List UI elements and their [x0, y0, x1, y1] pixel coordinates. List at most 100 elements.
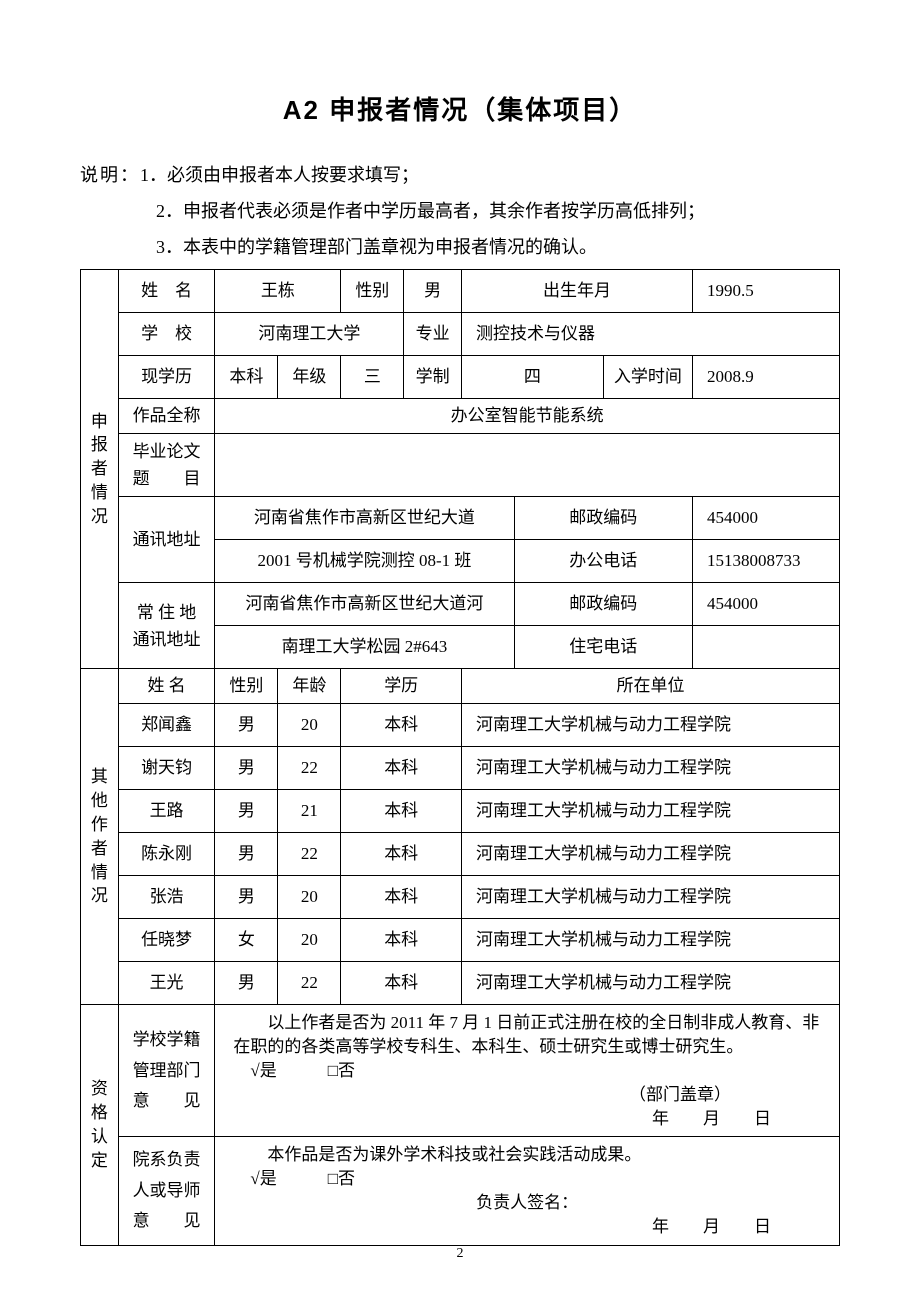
other-age: 22 — [278, 962, 341, 1005]
major-value: 测控技术与仪器 — [462, 313, 840, 356]
system-label: 学制 — [404, 356, 462, 399]
other-unit: 河南理工大学机械与动力工程学院 — [462, 919, 840, 962]
other-gender: 男 — [215, 833, 278, 876]
other-name: 任晓梦 — [118, 919, 215, 962]
other-unit: 河南理工大学机械与动力工程学院 — [462, 876, 840, 919]
addr-line2: 2001 号机械学院测控 08-1 班 — [215, 540, 514, 583]
other-gender: 女 — [215, 919, 278, 962]
other-edu: 本科 — [341, 790, 462, 833]
other-edu: 本科 — [341, 833, 462, 876]
other-gender: 男 — [215, 747, 278, 790]
other-gender: 男 — [215, 704, 278, 747]
other-name: 张浩 — [118, 876, 215, 919]
other-age: 22 — [278, 833, 341, 876]
table-row: 郑闻鑫 男 20 本科 河南理工大学机械与动力工程学院 — [81, 704, 840, 747]
res-zip-label: 邮政编码 — [514, 583, 692, 626]
res-addr-line2: 南理工大学松园 2#643 — [215, 626, 514, 669]
advisor-opinion-label: 院系负责人或导师意 见 — [118, 1137, 215, 1245]
dept-opinion-label: 学校学籍管理部门意 见 — [118, 1005, 215, 1137]
other-name: 郑闻鑫 — [118, 704, 215, 747]
page-title: A2 申报者情况（集体项目） — [80, 90, 840, 127]
form-table: 申报者情况 姓 名 王栋 性别 男 出生年月 1990.5 学 校 河南理工大学… — [80, 269, 840, 1246]
home-tel-value — [692, 626, 839, 669]
notes-item-3: 3．本表中的学籍管理部门盖章视为申报者情况的确认。 — [156, 229, 840, 265]
other-gender: 男 — [215, 962, 278, 1005]
thesis-value — [215, 434, 840, 497]
others-hdr-age: 年龄 — [278, 669, 341, 704]
table-row: 王路 男 21 本科 河南理工大学机械与动力工程学院 — [81, 790, 840, 833]
dept-text: 以上作者是否为 2011 年 7 月 1 日前正式注册在校的全日制非成人教育、非… — [233, 1013, 819, 1056]
others-hdr-unit: 所在单位 — [462, 669, 840, 704]
res-addr-line1: 河南省焦作市高新区世纪大道河 — [215, 583, 514, 626]
notes-prefix: 说明： — [80, 157, 140, 193]
school-label: 学 校 — [118, 313, 215, 356]
table-row: 谢天钧 男 22 本科 河南理工大学机械与动力工程学院 — [81, 747, 840, 790]
office-tel-label: 办公电话 — [514, 540, 692, 583]
other-name: 谢天钧 — [118, 747, 215, 790]
other-name: 王光 — [118, 962, 215, 1005]
other-unit: 河南理工大学机械与动力工程学院 — [462, 790, 840, 833]
grade-value: 三 — [341, 356, 404, 399]
other-edu: 本科 — [341, 747, 462, 790]
table-row: 陈永刚 男 22 本科 河南理工大学机械与动力工程学院 — [81, 833, 840, 876]
work-title-value: 办公室智能节能系统 — [215, 399, 840, 434]
other-edu: 本科 — [341, 919, 462, 962]
birth-label: 出生年月 — [462, 270, 693, 313]
office-tel-value: 15138008733 — [692, 540, 839, 583]
school-value: 河南理工大学 — [215, 313, 404, 356]
section-applicant: 申报者情况 — [81, 270, 119, 669]
advisor-opinion-cell: 本作品是否为课外学术科技或社会实践活动成果。 √是 □否 负责人签名： 年 月 … — [215, 1137, 840, 1245]
zip-label: 邮政编码 — [514, 497, 692, 540]
other-age: 20 — [278, 876, 341, 919]
grade-label: 年级 — [278, 356, 341, 399]
res-addr-label: 常 住 地通讯地址 — [118, 583, 215, 669]
other-age: 22 — [278, 747, 341, 790]
major-label: 专业 — [404, 313, 462, 356]
notes-item-1: 1．必须由申报者本人按要求填写； — [140, 157, 840, 193]
other-edu: 本科 — [341, 962, 462, 1005]
others-hdr-edu: 学历 — [341, 669, 462, 704]
other-age: 21 — [278, 790, 341, 833]
addr-label: 通讯地址 — [118, 497, 215, 583]
other-edu: 本科 — [341, 876, 462, 919]
section-others: 其他作者情况 — [81, 669, 119, 1005]
other-unit: 河南理工大学机械与动力工程学院 — [462, 833, 840, 876]
gender-value: 男 — [404, 270, 462, 313]
addr-line1: 河南省焦作市高新区世纪大道 — [215, 497, 514, 540]
advisor-text: 本作品是否为课外学术科技或社会实践活动成果。 — [267, 1145, 641, 1164]
advisor-sign: 负责人签名： — [233, 1191, 821, 1215]
page-number: 2 — [0, 1246, 920, 1262]
dept-date: 年 月 日 — [233, 1107, 821, 1131]
thesis-label: 毕业论文题 目 — [118, 434, 215, 497]
advisor-date: 年 月 日 — [233, 1215, 821, 1239]
other-gender: 男 — [215, 790, 278, 833]
section-qualify: 资格认定 — [81, 1005, 119, 1245]
advisor-yesno: √是 □否 — [233, 1167, 821, 1191]
birth-value: 1990.5 — [692, 270, 839, 313]
notes-item-2: 2．申报者代表必须是作者中学历最高者，其余作者按学历高低排列； — [156, 193, 840, 229]
dept-opinion-cell: 以上作者是否为 2011 年 7 月 1 日前正式注册在校的全日制非成人教育、非… — [215, 1005, 840, 1137]
other-name: 陈永刚 — [118, 833, 215, 876]
table-row: 任晓梦 女 20 本科 河南理工大学机械与动力工程学院 — [81, 919, 840, 962]
zip-value: 454000 — [692, 497, 839, 540]
name-value: 王栋 — [215, 270, 341, 313]
other-gender: 男 — [215, 876, 278, 919]
enroll-value: 2008.9 — [692, 356, 839, 399]
system-value: 四 — [462, 356, 604, 399]
others-hdr-gender: 性别 — [215, 669, 278, 704]
dept-yesno: √是 □否 — [233, 1059, 821, 1083]
other-unit: 河南理工大学机械与动力工程学院 — [462, 747, 840, 790]
other-age: 20 — [278, 919, 341, 962]
edu-value: 本科 — [215, 356, 278, 399]
res-zip-value: 454000 — [692, 583, 839, 626]
name-label: 姓 名 — [118, 270, 215, 313]
others-hdr-name: 姓 名 — [118, 669, 215, 704]
other-unit: 河南理工大学机械与动力工程学院 — [462, 962, 840, 1005]
dept-stamp: （部门盖章） — [233, 1083, 821, 1107]
table-row: 张浩 男 20 本科 河南理工大学机械与动力工程学院 — [81, 876, 840, 919]
edu-label: 现学历 — [118, 356, 215, 399]
other-unit: 河南理工大学机械与动力工程学院 — [462, 704, 840, 747]
enroll-label: 入学时间 — [603, 356, 692, 399]
work-title-label: 作品全称 — [118, 399, 215, 434]
home-tel-label: 住宅电话 — [514, 626, 692, 669]
